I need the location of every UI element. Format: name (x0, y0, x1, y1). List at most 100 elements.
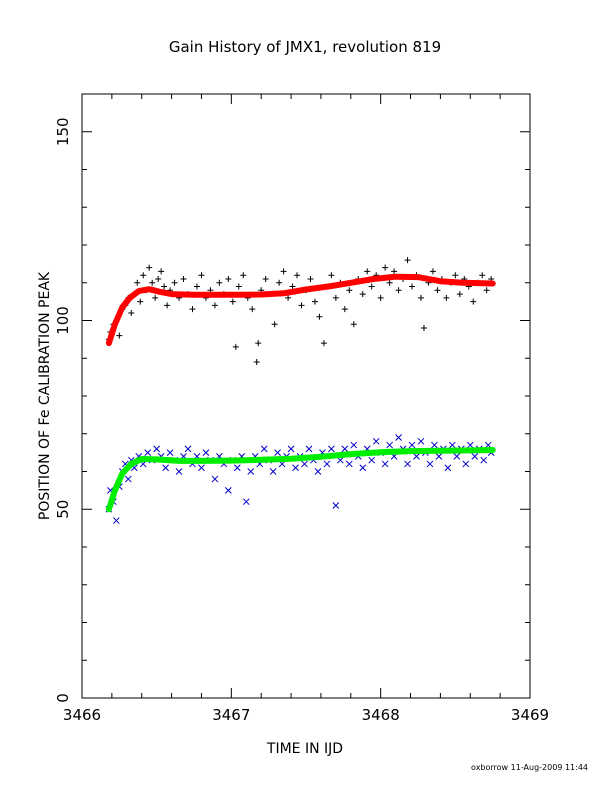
plus-marker (452, 272, 459, 279)
plus-marker (479, 272, 486, 279)
x-marker (224, 487, 232, 494)
x-tick-label: 3468 (362, 706, 400, 724)
plus-marker (193, 283, 200, 290)
plus-marker (216, 279, 223, 286)
x-marker (323, 460, 331, 468)
plus-marker (146, 264, 153, 271)
plus-marker (456, 291, 463, 298)
x-marker (431, 441, 438, 449)
plus-marker (364, 268, 371, 275)
x-marker (341, 445, 349, 453)
x-marker (112, 517, 120, 524)
plus-marker (253, 359, 260, 366)
plus-marker (158, 268, 165, 275)
plus-marker (189, 306, 196, 313)
x-marker (247, 468, 255, 475)
plus-marker (417, 294, 424, 301)
x-marker (466, 441, 474, 449)
series-3 (105, 447, 496, 513)
x-marker (381, 460, 389, 468)
plus-marker (289, 283, 296, 290)
x-marker (413, 453, 420, 460)
plus-marker (180, 275, 187, 282)
plus-marker (341, 306, 348, 313)
plus-marker (368, 283, 375, 290)
plus-marker (434, 287, 441, 294)
x-marker (444, 464, 452, 472)
y-tick-labels: 0 50 100 150 (54, 117, 72, 702)
plus-marker (285, 294, 292, 301)
plus-marker (311, 298, 318, 305)
axis-ticks (81, 93, 531, 699)
y-tick-label: 100 (54, 306, 72, 335)
x-marker (144, 449, 152, 456)
plus-marker (483, 287, 490, 294)
x-marker (260, 445, 268, 453)
y-tick-label: 0 (54, 693, 72, 703)
x-tick-label: 3466 (63, 706, 101, 724)
x-marker (166, 449, 174, 456)
plus-marker (232, 343, 239, 350)
x-marker (198, 464, 205, 472)
series-1 (105, 273, 496, 347)
plus-marker (152, 294, 159, 301)
footer-credit: oxborrow 11-Aug-2009 11:44 (471, 763, 588, 772)
x-marker (314, 468, 322, 475)
plus-marker (280, 268, 287, 275)
plus-marker (240, 272, 247, 279)
plus-marker (255, 340, 262, 347)
x-marker (359, 464, 367, 472)
plus-marker (262, 275, 269, 282)
y-tick-label: 150 (54, 117, 72, 146)
x-marker (480, 456, 488, 464)
plus-marker (443, 294, 450, 301)
x-marker (292, 464, 299, 472)
plus-marker (149, 279, 156, 286)
y-axis-label: POSITION OF Fe CALIBRATION PEAK (37, 271, 53, 520)
plus-marker (140, 272, 147, 279)
plus-marker (155, 275, 162, 282)
plus-marker (298, 302, 305, 309)
plus-marker (316, 313, 323, 320)
plus-marker (128, 309, 135, 316)
plus-marker (161, 283, 168, 290)
plus-marker (359, 291, 366, 298)
plus-marker (137, 298, 144, 305)
plus-marker (350, 321, 357, 328)
x-marker (453, 453, 461, 460)
x-marker (301, 460, 308, 468)
series-layer (105, 257, 496, 524)
x-marker (211, 475, 219, 483)
x-marker (404, 460, 411, 468)
x-marker (386, 441, 393, 449)
plus-marker (171, 279, 178, 286)
plus-marker (470, 298, 477, 305)
plus-marker (164, 302, 171, 309)
chart-title: Gain History of JMX1, revolution 819 (169, 38, 441, 56)
plus-marker (395, 287, 402, 294)
plus-marker (346, 287, 353, 294)
plus-marker (307, 275, 314, 282)
plus-marker (229, 298, 236, 305)
plus-marker (409, 283, 416, 290)
x-marker (242, 498, 250, 506)
plus-marker (332, 294, 339, 301)
x-marker (426, 460, 434, 468)
x-marker (408, 441, 416, 449)
plus-marker (235, 283, 242, 290)
x-marker (328, 445, 335, 453)
plus-marker (391, 268, 398, 275)
x-marker (345, 460, 353, 468)
plus-marker (328, 272, 335, 279)
plus-marker (382, 264, 389, 271)
plus-marker (225, 275, 232, 282)
trend-line (105, 273, 496, 347)
plot-frame (81, 93, 531, 699)
y-tick-label: 50 (54, 500, 72, 519)
x-marker (153, 445, 161, 453)
x-marker (305, 445, 313, 453)
x-marker (287, 445, 295, 453)
plus-marker (294, 272, 301, 279)
plus-marker (429, 268, 436, 275)
